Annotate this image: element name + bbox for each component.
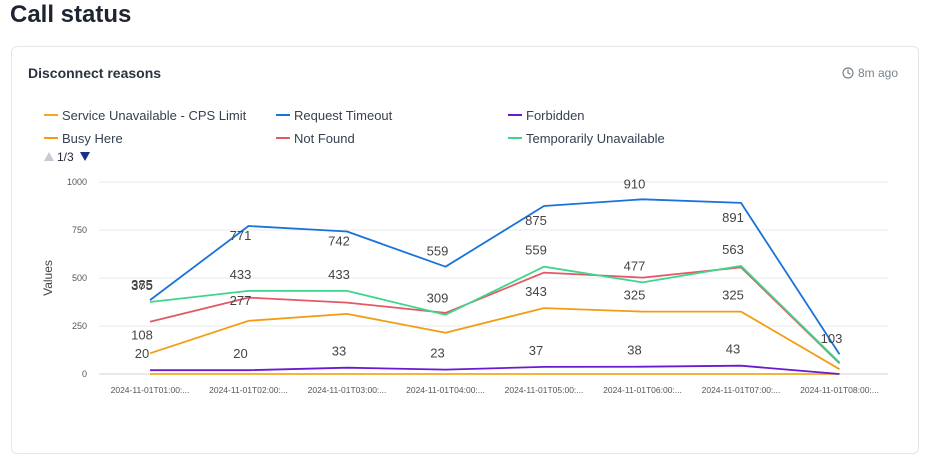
x-tick-label: 2024-11-01T06:00:... bbox=[603, 385, 682, 395]
data-label-forbidden: 33 bbox=[332, 344, 346, 359]
data-label-forbidden: 43 bbox=[726, 342, 740, 357]
data-label-temporarily-unavailable: 559 bbox=[525, 243, 547, 258]
data-label-request-timeout: 771 bbox=[230, 228, 252, 243]
data-label-forbidden: 20 bbox=[135, 346, 149, 361]
data-label-request-timeout: 742 bbox=[328, 234, 350, 249]
legend-next-icon[interactable] bbox=[80, 152, 90, 161]
clock-icon bbox=[842, 67, 854, 79]
y-tick-label: 750 bbox=[72, 225, 87, 235]
chart-card: Disconnect reasons 8m ago bbox=[11, 46, 919, 454]
card-title: Disconnect reasons bbox=[28, 65, 162, 81]
x-tick-label: 2024-11-01T02:00:... bbox=[209, 385, 288, 395]
data-label-request-timeout: 891 bbox=[722, 210, 744, 225]
page-title: Call status bbox=[10, 1, 132, 28]
data-label-request-timeout: 385 bbox=[131, 277, 153, 292]
y-tick-label: 0 bbox=[82, 369, 87, 379]
legend-pager: 1/3 bbox=[57, 150, 74, 164]
data-label-busy-here: 325 bbox=[722, 288, 744, 303]
data-label-temporarily-unavailable: 433 bbox=[328, 267, 350, 282]
series-line-temporarily-unavailable bbox=[149, 264, 841, 364]
y-tick-label: 500 bbox=[72, 273, 87, 283]
data-label-request-timeout: 559 bbox=[427, 244, 449, 259]
data-label-temporarily-unavailable: 433 bbox=[230, 267, 252, 282]
legend-prev-icon[interactable] bbox=[44, 152, 54, 161]
legend-item-not-found[interactable]: Not Found bbox=[294, 131, 355, 146]
data-label-busy-here: 108 bbox=[131, 327, 153, 342]
x-tick-label: 2024-11-01T08:00:... bbox=[800, 385, 879, 395]
series-line-forbidden bbox=[150, 364, 840, 375]
data-label-forbidden: 38 bbox=[627, 343, 641, 358]
legend-item-forbidden[interactable]: Forbidden bbox=[526, 108, 585, 123]
last-updated: 8m ago bbox=[842, 66, 898, 80]
data-label-request-timeout: 910 bbox=[624, 176, 646, 191]
data-label-busy-here: 343 bbox=[525, 284, 547, 299]
legend-item-temporarily-unavailable[interactable]: Temporarily Unavailable bbox=[526, 131, 665, 146]
x-tick-label: 2024-11-01T05:00:... bbox=[505, 385, 584, 395]
last-updated-text: 8m ago bbox=[857, 66, 898, 80]
data-label-temporarily-unavailable: 309 bbox=[427, 291, 449, 306]
data-label-temporarily-unavailable: 477 bbox=[624, 258, 646, 273]
series-line-busy-here bbox=[149, 307, 840, 370]
x-tick-label: 2024-11-01T01:00:... bbox=[111, 385, 190, 395]
data-label-request-timeout: 875 bbox=[525, 213, 547, 228]
data-label-busy-here: 325 bbox=[624, 288, 646, 303]
legend-item-busy-here[interactable]: Busy Here bbox=[62, 131, 123, 146]
x-tick-label: 2024-11-01T07:00:... bbox=[702, 385, 781, 395]
legend-item-request-timeout[interactable]: Request Timeout bbox=[294, 108, 393, 123]
x-tick-label: 2024-11-01T03:00:... bbox=[308, 385, 387, 395]
data-label-temporarily-unavailable: 375 bbox=[131, 278, 153, 293]
data-label-request-timeout: 103 bbox=[821, 331, 843, 346]
data-label-forbidden: 37 bbox=[529, 343, 543, 358]
legend-item-service-unavailable-cps-limit[interactable]: Service Unavailable - CPS Limit bbox=[62, 108, 247, 123]
y-tick-label: 1000 bbox=[67, 177, 87, 187]
data-label-busy-here: 277 bbox=[230, 293, 252, 308]
x-tick-label: 2024-11-01T04:00:... bbox=[406, 385, 485, 395]
series-line-request-timeout bbox=[149, 198, 841, 355]
y-tick-label: 250 bbox=[72, 321, 87, 331]
data-label-temporarily-unavailable: 563 bbox=[722, 242, 744, 257]
data-label-forbidden: 20 bbox=[233, 346, 247, 361]
y-axis-title: Values bbox=[41, 260, 55, 296]
data-label-forbidden: 23 bbox=[430, 346, 444, 361]
